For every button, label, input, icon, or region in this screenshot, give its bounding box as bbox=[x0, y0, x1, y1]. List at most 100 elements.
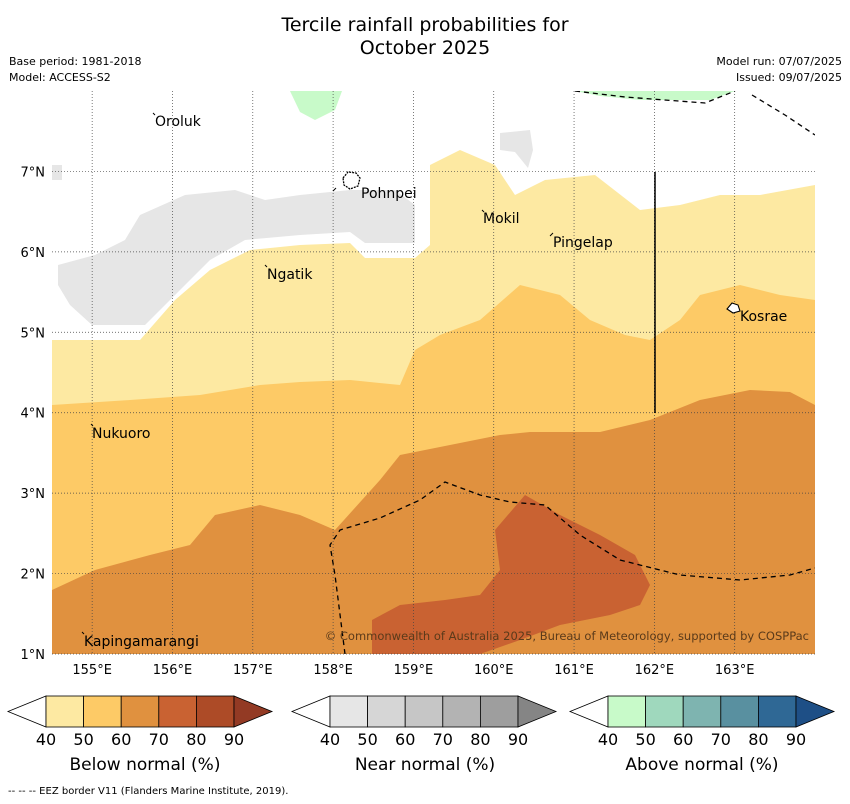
colorbar-tick-label: 40 bbox=[598, 730, 618, 749]
issued-date: Issued: 09/07/2025 bbox=[735, 71, 842, 84]
map-fill bbox=[52, 91, 815, 654]
colorbar-segment bbox=[158, 695, 197, 728]
label-ngatik: Ngatik bbox=[267, 267, 313, 283]
pohnpei-reef bbox=[332, 187, 337, 192]
meta-left: Base period: 1981-2018 Model: ACCESS-S2 bbox=[9, 54, 141, 86]
axis-tick-labels: 155°E 156°E 157°E 158°E 159°E 160°E 161°E 162°E… bbox=[21, 165, 755, 678]
lon-tick-label: 160°E bbox=[474, 663, 514, 678]
mokil-dot bbox=[481, 209, 485, 213]
nukuoro-dot bbox=[90, 423, 94, 427]
colorbar-tick-label: 50 bbox=[73, 730, 93, 749]
colorbar-tick-label: 40 bbox=[320, 730, 340, 749]
colorbar-tick-label: 80 bbox=[748, 730, 768, 749]
colorbar-label-above: Above normal (%) bbox=[625, 755, 779, 775]
colorbar-0: 40 50 60 70 80 90 bbox=[6, 695, 274, 749]
colorbar-tick-label: 60 bbox=[395, 730, 415, 749]
title-line-1: Tercile rainfall probabilities for bbox=[281, 14, 569, 36]
lon-tick-label: 161°E bbox=[554, 663, 594, 678]
colorbar-extend-low bbox=[6, 695, 47, 728]
colorbar-segment bbox=[45, 695, 84, 728]
label-pingelap: Pingelap bbox=[553, 235, 613, 251]
colorbar-tick-label: 50 bbox=[357, 730, 377, 749]
colorbar-segment bbox=[607, 695, 646, 728]
colorbar-tick-label: 80 bbox=[470, 730, 490, 749]
colorbar-tick-label: 40 bbox=[36, 730, 56, 749]
above-normal-40-50-region-north bbox=[575, 91, 735, 100]
colorbar-segment bbox=[367, 695, 406, 728]
copyright-text: © Commonwealth of Australia 2025, Bureau… bbox=[325, 629, 809, 643]
colorbar-tick-label: 70 bbox=[711, 730, 731, 749]
label-kosrae: Kosrae bbox=[740, 309, 787, 325]
colorbar-segment bbox=[758, 695, 797, 728]
colorbar-segment bbox=[645, 695, 684, 728]
colorbar-extend-low bbox=[568, 695, 609, 728]
colorbars: 40 50 60 70 80 90 40 50 60 70 80 90 40 50 60 70 80 90 bbox=[6, 695, 836, 749]
colorbar-tick-label: 80 bbox=[186, 730, 206, 749]
pingelap-dot bbox=[549, 232, 554, 237]
colorbar-tick-label: 90 bbox=[508, 730, 528, 749]
colorbar-1: 40 50 60 70 80 90 bbox=[290, 695, 558, 749]
near-normal-edge-region bbox=[52, 165, 62, 180]
colorbar-segment bbox=[120, 695, 160, 728]
colorbar-segment bbox=[442, 695, 481, 728]
colorbar-extend-high bbox=[795, 695, 836, 728]
eez-borders bbox=[329, 91, 815, 654]
colorbar-segment bbox=[329, 695, 368, 728]
lat-tick-label: 7°N bbox=[21, 165, 46, 180]
above-normal-40-50-region bbox=[290, 91, 342, 120]
lon-tick-label: 158°E bbox=[313, 663, 353, 678]
kosrae-island bbox=[726, 302, 741, 314]
colorbar-segment bbox=[195, 695, 235, 728]
kapingamarangi-dot bbox=[81, 631, 85, 635]
colorbar-segment bbox=[720, 695, 759, 728]
lon-tick-label: 155°E bbox=[72, 663, 112, 678]
oroluk-dot bbox=[152, 112, 156, 116]
colorbar-tick-label: 70 bbox=[149, 730, 169, 749]
ngatik-dot bbox=[264, 264, 268, 268]
colorbar-tick-label: 90 bbox=[224, 730, 244, 749]
colorbar-2: 40 50 60 70 80 90 bbox=[568, 695, 836, 749]
label-mokil: Mokil bbox=[483, 211, 520, 227]
eez-footnote: -- -- -- EEZ border V11 (Flanders Marine… bbox=[8, 786, 289, 797]
eez-border-south bbox=[329, 481, 815, 654]
chart-title: Tercile rainfall probabilities for Octob… bbox=[0, 14, 850, 60]
label-pohnpei: Pohnpei bbox=[361, 186, 417, 202]
colorbar-tick-label: 70 bbox=[433, 730, 453, 749]
title-line-2: October 2025 bbox=[359, 37, 491, 59]
lat-tick-label: 6°N bbox=[21, 246, 46, 261]
lon-tick-label: 162°E bbox=[635, 663, 675, 678]
island-dots bbox=[81, 112, 554, 635]
base-period: Base period: 1981-2018 bbox=[9, 55, 142, 68]
colorbar-tick-label: 60 bbox=[673, 730, 693, 749]
below-normal-70-80-region bbox=[372, 495, 650, 654]
colorbar-segment bbox=[479, 695, 519, 728]
meta-right: Model run: 07/07/2025 Issued: 09/07/2025 bbox=[716, 54, 842, 86]
lat-tick-label: 4°N bbox=[21, 407, 46, 422]
colorbar-segment bbox=[83, 695, 122, 728]
label-kapingamarangi: Kapingamarangi bbox=[84, 634, 199, 650]
colorbar-label-near: Near normal (%) bbox=[354, 755, 496, 775]
eez-border-north bbox=[574, 91, 736, 104]
model-run: Model run: 07/07/2025 bbox=[716, 55, 842, 68]
lat-tick-label: 1°N bbox=[21, 648, 46, 663]
colorbar-tick-label: 60 bbox=[111, 730, 131, 749]
label-oroluk: Oroluk bbox=[155, 114, 202, 130]
pohnpei-island bbox=[342, 171, 361, 190]
colorbar-extend-high bbox=[233, 695, 274, 728]
lat-tick-label: 2°N bbox=[21, 568, 46, 583]
colorbar-extend-low bbox=[290, 695, 331, 728]
lon-tick-label: 156°E bbox=[153, 663, 193, 678]
colorbar-extend-high bbox=[517, 695, 558, 728]
colorbar-tick-label: 90 bbox=[786, 730, 806, 749]
near-normal-small-region bbox=[500, 130, 533, 168]
colorbar-segment bbox=[404, 695, 444, 728]
place-labels: Oroluk Pohnpei Mokil Pingelap Ngatik Kos… bbox=[84, 114, 787, 650]
colorbar-segment bbox=[682, 695, 722, 728]
lat-tick-label: 3°N bbox=[21, 487, 46, 502]
colorbar-tick-label: 50 bbox=[635, 730, 655, 749]
lon-tick-label: 163°E bbox=[715, 663, 755, 678]
model-name: Model: ACCESS-S2 bbox=[9, 71, 111, 84]
label-nukuoro: Nukuoro bbox=[92, 426, 150, 442]
colorbar-label-below: Below normal (%) bbox=[69, 755, 221, 775]
lat-tick-label: 5°N bbox=[21, 326, 46, 341]
